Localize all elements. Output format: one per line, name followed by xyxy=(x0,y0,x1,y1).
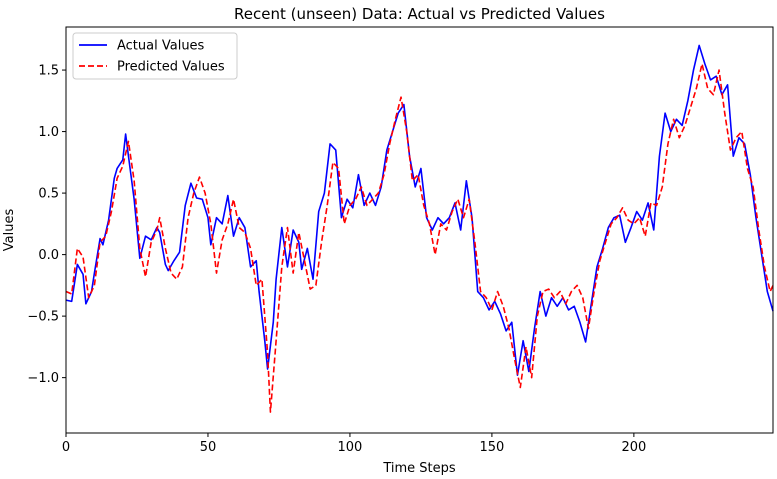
y-tick-label: 1.0 xyxy=(38,125,59,140)
y-axis-ticks: −1.0 −0.5 0.0 0.5 1.0 1.5 xyxy=(27,64,66,386)
legend-actual-label: Actual Values xyxy=(117,39,205,54)
actual-values-line xyxy=(65,44,774,376)
y-tick-label: 1.5 xyxy=(38,64,59,79)
x-tick-label: 0 xyxy=(62,440,70,455)
x-tick-label: 100 xyxy=(338,440,363,455)
y-tick-label: 0.0 xyxy=(38,248,59,263)
legend: Actual Values Predicted Values xyxy=(72,32,238,80)
chart-title: Recent (unseen) Data: Actual vs Predicte… xyxy=(234,5,605,23)
y-tick-label: −1.0 xyxy=(27,371,59,386)
y-tick-label: −0.5 xyxy=(27,310,59,325)
y-tick-label: 0.5 xyxy=(38,187,59,202)
predicted-values-line xyxy=(65,63,774,413)
legend-box xyxy=(72,32,238,80)
x-tick-label: 200 xyxy=(621,440,646,455)
x-axis-ticks: 0 50 100 150 200 xyxy=(62,433,646,455)
legend-predicted-label: Predicted Values xyxy=(117,60,225,75)
y-axis-label: Values xyxy=(2,209,17,252)
series-layer xyxy=(65,44,774,413)
x-axis-label: Time Steps xyxy=(382,461,456,476)
x-tick-label: 50 xyxy=(200,440,217,455)
plot-area-frame xyxy=(65,26,774,434)
x-tick-label: 150 xyxy=(479,440,504,455)
